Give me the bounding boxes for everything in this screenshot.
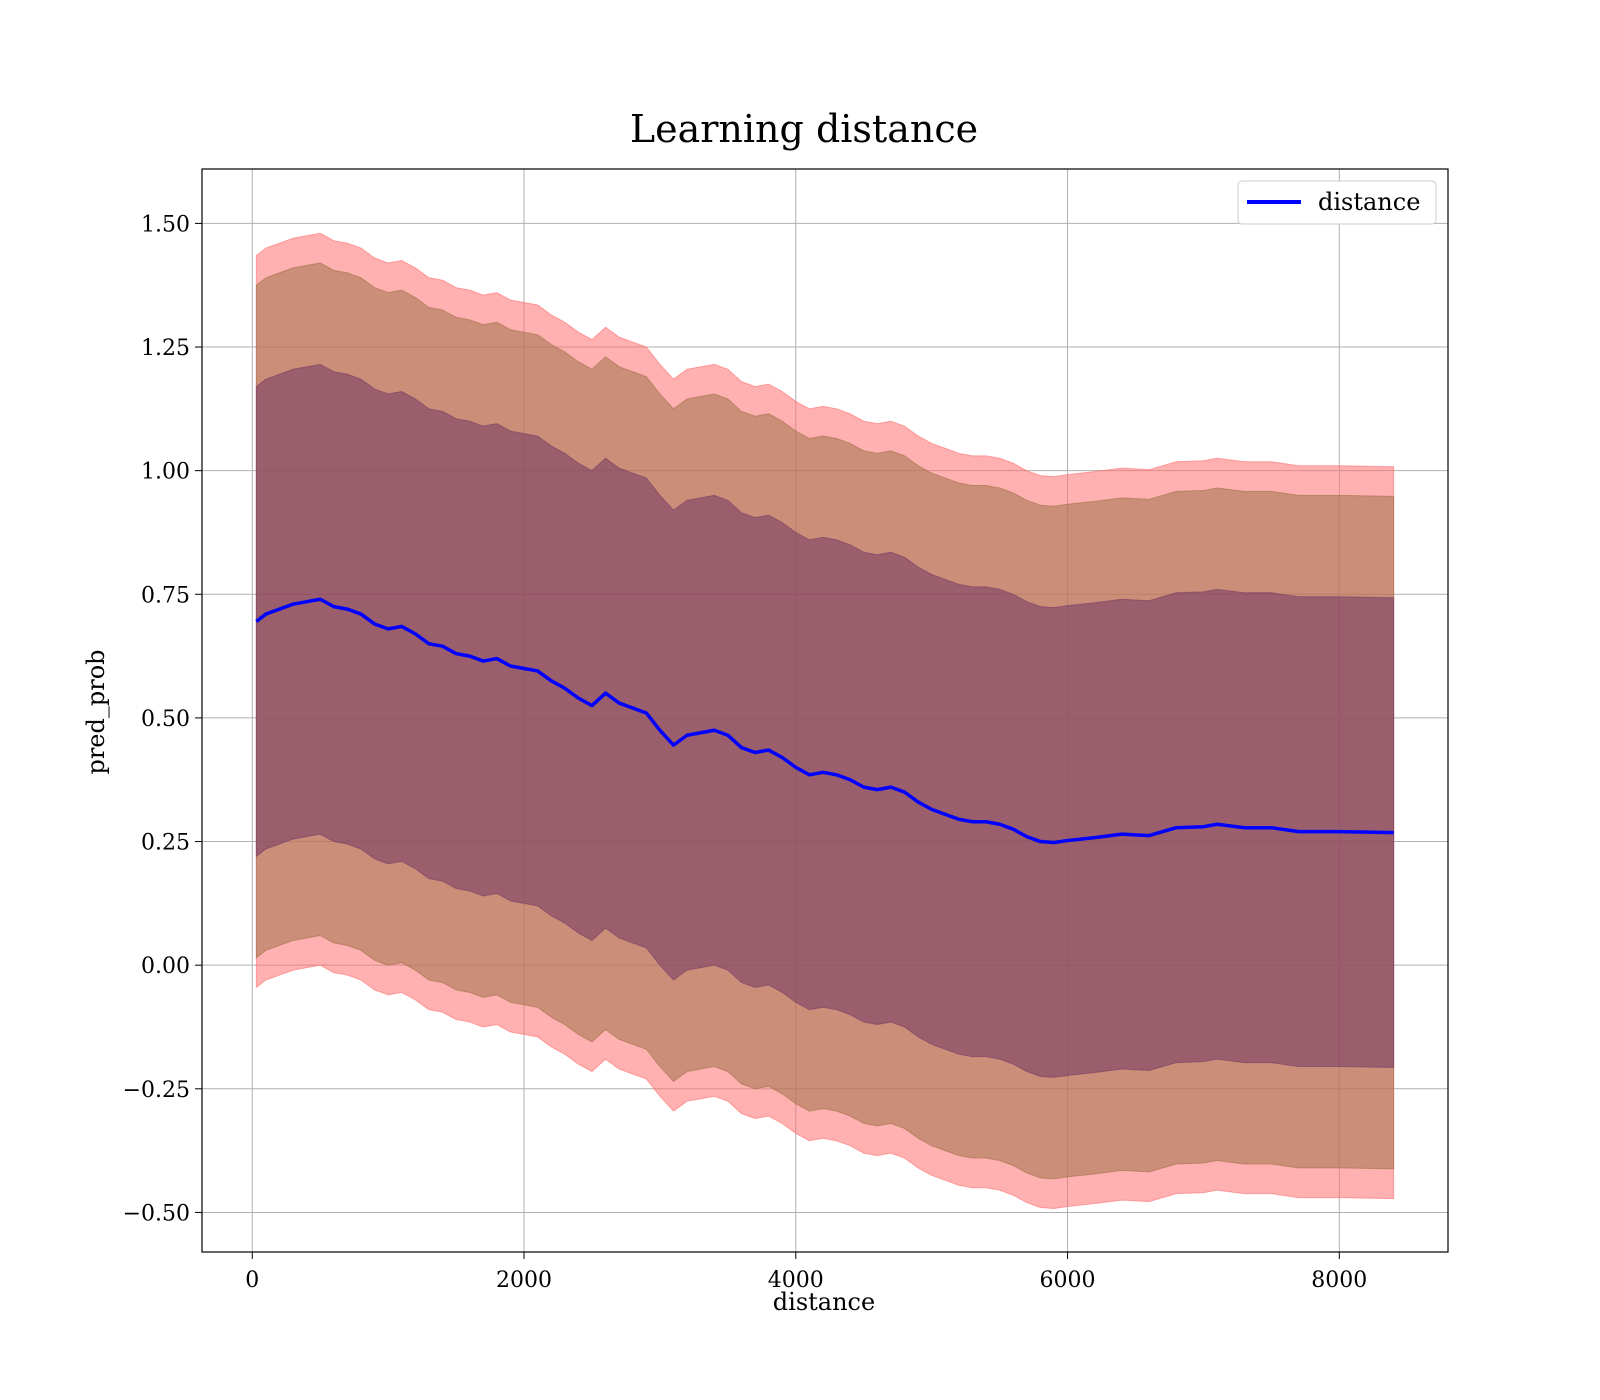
- x-tick-label: 4000: [768, 1268, 824, 1293]
- series-lines: [255, 597, 1394, 845]
- confidence-bands: [255, 232, 1395, 1209]
- band-inner: [255, 363, 1395, 1078]
- x-axis-label: distance: [773, 1288, 875, 1316]
- y-tick-label: 1.25: [141, 336, 190, 361]
- y-tick-label: 0.25: [141, 831, 190, 856]
- y-tick-label: −0.25: [123, 1078, 190, 1103]
- y-tick-label: 0.00: [141, 954, 190, 979]
- y-tick-label: 1.00: [141, 460, 190, 485]
- x-tick-label: 2000: [496, 1268, 552, 1293]
- x-tick-label: 8000: [1311, 1268, 1367, 1293]
- legend-box: [1237, 180, 1437, 225]
- legend-label: distance: [1318, 188, 1420, 216]
- y-tick-label: −0.50: [123, 1201, 190, 1226]
- y-axis-label: pred_prob: [82, 649, 110, 774]
- legend: distance: [1237, 180, 1437, 225]
- series-line-distance: [255, 597, 1394, 845]
- chart-title: Learning distance: [630, 107, 978, 151]
- plot-frame: [201, 168, 1449, 1253]
- y-tick-label: 1.50: [141, 212, 190, 237]
- y-tick-label: 0.50: [141, 707, 190, 732]
- ticks: 0 2000 4000 6000 8000 −0.50 −0.25 0.00 0.25 0.50 0…: [123, 212, 1368, 1293]
- x-tick-label: 6000: [1040, 1268, 1096, 1293]
- x-tick-label: 0: [245, 1268, 259, 1293]
- y-tick-label: 0.75: [141, 583, 190, 608]
